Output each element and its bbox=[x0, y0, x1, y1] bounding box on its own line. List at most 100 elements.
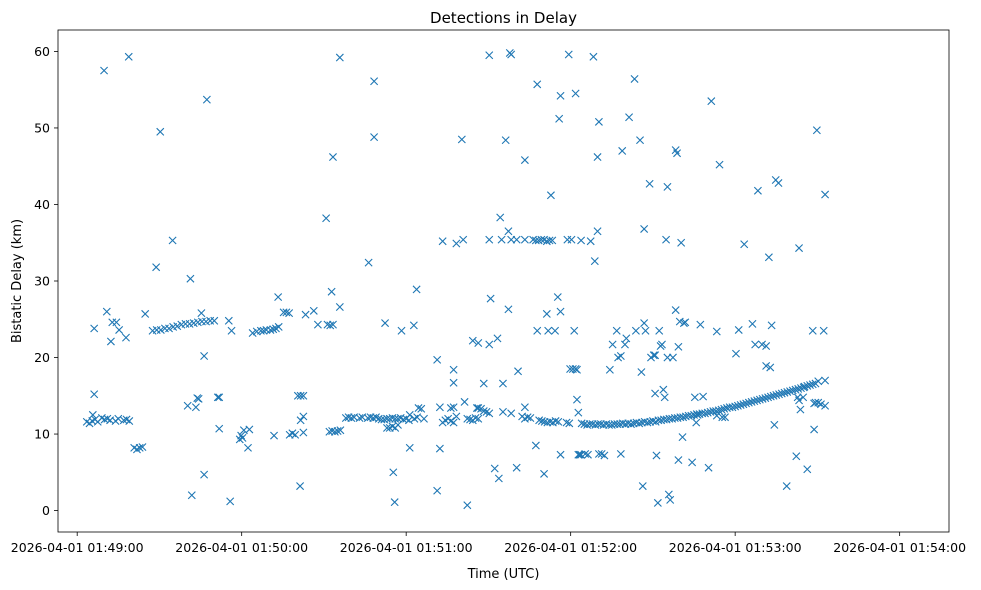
data-point bbox=[556, 307, 565, 316]
data-point bbox=[333, 426, 342, 435]
data-point bbox=[115, 325, 124, 334]
data-point bbox=[655, 326, 664, 335]
data-point bbox=[485, 51, 494, 60]
data-point bbox=[814, 377, 823, 386]
data-point bbox=[553, 293, 562, 302]
y-tick-label: 0 bbox=[42, 503, 50, 518]
data-point bbox=[796, 405, 805, 414]
data-point bbox=[449, 378, 458, 387]
data-point bbox=[313, 320, 322, 329]
data-point bbox=[643, 418, 652, 427]
data-point bbox=[751, 340, 760, 349]
data-point bbox=[474, 414, 483, 423]
data-point bbox=[718, 413, 727, 422]
data-point bbox=[731, 349, 740, 358]
data-point bbox=[355, 413, 364, 422]
data-point bbox=[581, 449, 590, 458]
data-point bbox=[168, 236, 177, 245]
data-point bbox=[774, 179, 783, 188]
data-point bbox=[156, 127, 165, 136]
data-point bbox=[618, 146, 627, 155]
data-point bbox=[152, 263, 161, 272]
data-point bbox=[466, 415, 475, 424]
data-point bbox=[226, 497, 235, 506]
data-point bbox=[556, 450, 565, 459]
data-point bbox=[758, 394, 767, 403]
data-point bbox=[504, 305, 513, 314]
data-point bbox=[782, 482, 791, 491]
data-point bbox=[593, 227, 602, 236]
data-point bbox=[704, 463, 713, 472]
data-point bbox=[677, 238, 686, 247]
data-point bbox=[520, 235, 529, 244]
data-point bbox=[504, 227, 513, 236]
data-point bbox=[703, 408, 712, 417]
data-point bbox=[701, 409, 709, 418]
data-points bbox=[82, 48, 830, 510]
data-point bbox=[571, 89, 580, 98]
data-point bbox=[296, 482, 305, 491]
data-point bbox=[590, 257, 599, 266]
data-point bbox=[138, 443, 147, 452]
y-tick-label: 60 bbox=[34, 44, 50, 59]
data-point bbox=[197, 309, 206, 318]
data-point bbox=[674, 342, 683, 351]
data-point bbox=[764, 253, 773, 262]
data-point bbox=[671, 306, 680, 315]
data-point bbox=[90, 390, 99, 399]
data-point bbox=[717, 405, 726, 414]
data-point bbox=[248, 329, 257, 338]
data-point bbox=[626, 420, 635, 429]
x-tick-label: 2026-04-01 01:51:00 bbox=[340, 540, 473, 555]
data-point bbox=[753, 186, 762, 195]
data-point bbox=[810, 425, 819, 434]
data-point bbox=[520, 403, 529, 412]
data-point bbox=[433, 355, 442, 364]
data-point bbox=[792, 452, 801, 461]
data-point bbox=[546, 191, 555, 200]
data-point bbox=[734, 325, 743, 334]
data-point bbox=[572, 365, 581, 374]
data-point bbox=[720, 404, 729, 413]
data-point bbox=[191, 403, 200, 412]
data-point bbox=[183, 401, 192, 410]
data-point bbox=[608, 340, 617, 349]
data-point bbox=[537, 417, 546, 426]
data-point bbox=[808, 380, 817, 389]
data-point bbox=[551, 326, 560, 335]
data-point bbox=[224, 316, 233, 325]
data-point bbox=[156, 325, 165, 334]
data-point bbox=[479, 379, 488, 388]
data-point bbox=[583, 450, 592, 459]
data-point bbox=[819, 326, 828, 335]
data-point bbox=[412, 285, 421, 294]
data-point bbox=[788, 386, 797, 395]
data-point bbox=[652, 451, 661, 460]
data-point bbox=[766, 363, 775, 372]
data-point bbox=[777, 389, 786, 398]
data-point bbox=[640, 224, 649, 233]
data-point bbox=[688, 458, 697, 467]
data-point bbox=[485, 235, 494, 244]
data-point bbox=[468, 336, 477, 345]
data-point bbox=[389, 468, 398, 477]
data-point bbox=[758, 340, 767, 349]
data-point bbox=[715, 160, 724, 169]
chart-title: Detections in Delay bbox=[430, 9, 577, 27]
data-point bbox=[574, 450, 583, 459]
data-point bbox=[299, 428, 308, 437]
x-tick-label: 2026-04-01 01:53:00 bbox=[669, 540, 802, 555]
data-point bbox=[551, 417, 560, 426]
data-point bbox=[490, 464, 499, 473]
data-point bbox=[514, 367, 523, 376]
data-point bbox=[767, 321, 776, 330]
data-point bbox=[479, 407, 488, 416]
data-point bbox=[574, 408, 583, 417]
data-point bbox=[335, 303, 344, 312]
data-point bbox=[544, 326, 553, 335]
data-point bbox=[728, 403, 737, 412]
data-point bbox=[641, 326, 650, 335]
data-point bbox=[485, 340, 494, 349]
data-point bbox=[493, 334, 502, 343]
